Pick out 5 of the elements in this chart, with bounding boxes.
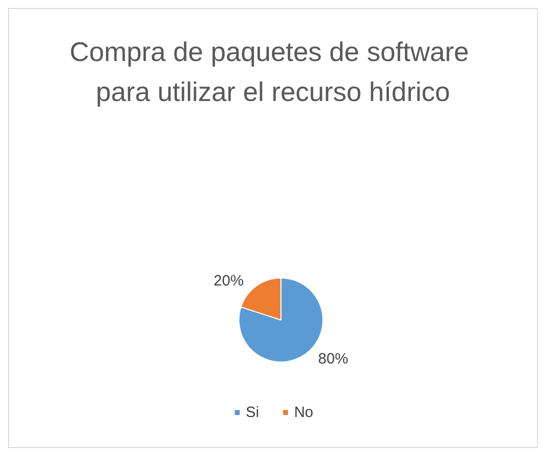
chart-title: Compra de paquetes de software para utilizar el recurso hídrico (70, 37, 476, 107)
data-label: 20% (214, 272, 244, 290)
data-label: 80% (318, 350, 348, 368)
legend-label: No (294, 404, 314, 421)
legend-label: Si (246, 404, 260, 421)
